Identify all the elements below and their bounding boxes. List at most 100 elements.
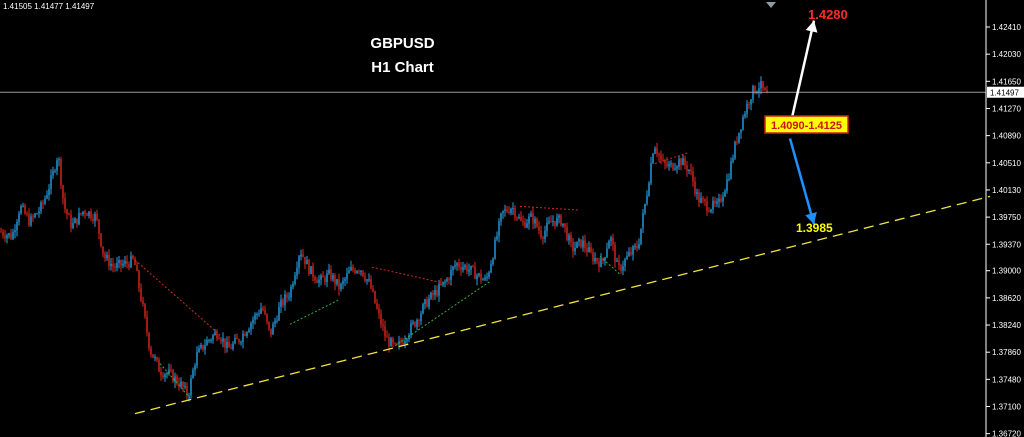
candle-body [738,132,740,143]
candle-body [578,239,580,242]
candle-body [654,148,656,154]
candle-body [304,256,306,265]
candle-body [70,214,72,228]
candle-body [554,221,556,226]
candle-body [544,230,546,239]
axis-tick-label: 1.38240 [992,321,1021,330]
candle-body [62,185,64,199]
candle-body [272,323,274,335]
candle-body [758,88,760,92]
candle-body [214,332,216,336]
chart-title: GBPUSD [370,35,435,52]
candle-body [64,198,66,210]
candle-body [174,376,176,382]
candle-body [706,201,708,212]
candle-body [748,103,750,105]
candle-body [480,273,482,281]
candle-body [350,267,352,271]
candle-body [642,212,644,229]
candle-body [664,160,666,164]
candle-body [422,304,424,314]
candle-body [16,222,18,231]
candle-body [136,265,138,271]
candle-body [148,332,150,349]
candle-body [52,170,54,176]
candle-body [478,273,480,276]
candle-body [264,310,266,314]
candle-body [722,196,724,202]
candle-body [340,283,342,290]
candle-body [656,148,658,154]
candle-body [536,218,538,227]
candle-body [86,213,88,216]
candle-body [42,202,44,204]
candle-body [142,300,144,304]
candle-body [358,271,360,273]
candle-body [40,202,42,212]
candle-body [366,279,368,281]
candle-body [728,178,730,180]
candle-body [384,326,386,337]
axis-tick-label: 1.40130 [992,186,1021,195]
period-marker-icon [766,2,776,8]
candle-body [746,103,748,114]
candle-body [400,341,402,343]
candle-body [4,235,6,239]
bullish-arrow-head-icon [805,20,818,33]
candle-body [352,267,354,270]
candle-body [26,213,28,215]
candle-body [134,258,136,265]
candle-body [444,281,446,283]
candle-body [650,163,652,184]
candle-body [54,170,56,172]
candle-body [306,260,308,265]
candle-body [164,374,166,378]
axis-tick-label: 1.41270 [992,104,1021,113]
candle-body [582,240,584,248]
candle-body [626,256,628,260]
candle-body [670,163,672,165]
candle-body [28,214,30,226]
candle-body [700,198,702,203]
candle-body [562,223,564,226]
candle-body [440,284,442,285]
candle-body [226,341,228,348]
candle-body [222,338,224,342]
candle-body [732,158,734,162]
candle-body [682,158,684,166]
bullish-arrow-shaft [788,20,816,127]
candle-body [322,275,324,278]
candle-body [674,168,676,170]
candle-body [228,341,230,348]
candle-body [484,277,486,280]
candle-body [640,228,642,245]
candle-body [186,385,188,397]
candle-body [512,208,514,209]
candle-body [22,205,24,207]
candle-body [154,357,156,359]
candle-body [734,141,736,159]
wave-line-red [371,266,453,286]
candle-body [356,271,358,273]
candle-body [616,260,618,262]
candle-body [686,165,688,171]
bearish-arrow-shaft [788,138,816,225]
axis-tick-label: 1.42030 [992,50,1021,59]
candle-body [24,205,26,214]
candle-body [132,255,134,259]
candle-body [468,269,470,272]
candle-body [50,175,52,189]
candle-body [184,385,186,388]
candle-body [196,352,198,366]
candle-body [346,273,348,279]
candle-body [488,272,490,277]
candle-body [560,215,562,226]
candle-body [364,276,366,281]
candle-body [492,258,494,265]
candle-body [294,275,296,284]
candle-body [72,223,74,228]
candle-body [462,267,464,270]
candle-body [240,342,242,344]
candle-body [68,214,70,216]
